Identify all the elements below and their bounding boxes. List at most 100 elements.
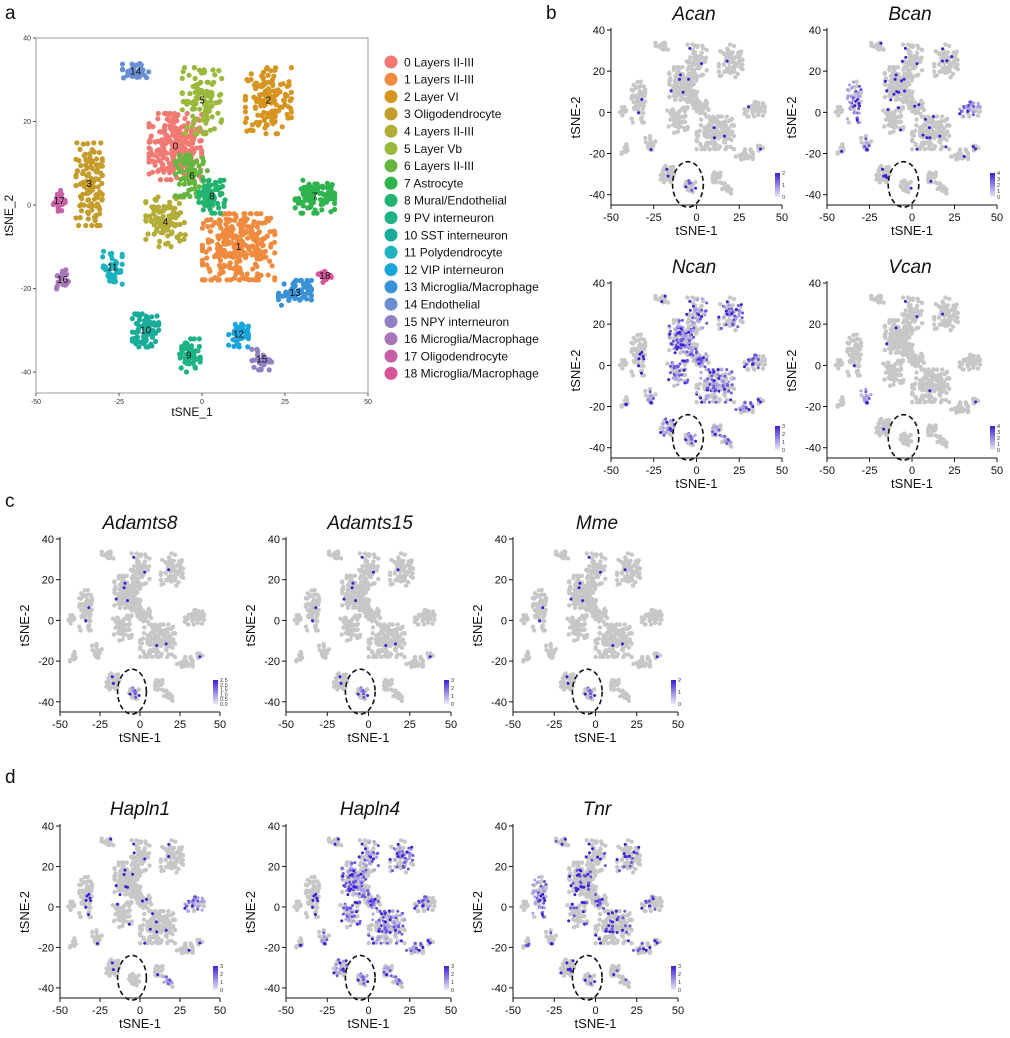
x-tick-label: -25 [114,399,124,406]
data-point [197,354,203,360]
expressed-cell-point [697,313,701,317]
expressed-cell-point [676,365,680,369]
cell-point [730,68,735,74]
data-point [305,280,311,286]
data-point [156,157,162,163]
expressed-cell-point [710,430,714,434]
data-point [197,106,203,112]
expressed-cell-point [695,391,699,394]
expressed-cell-point [710,374,714,378]
cell-point [931,386,936,391]
data-point [286,104,292,110]
legend-label: 7 Astrocyte [404,176,464,190]
data-point [192,186,198,192]
cell-point [940,367,945,372]
data-point [269,118,275,124]
data-point [118,269,124,275]
cell-point [892,318,898,324]
cell-point [641,84,646,89]
legend-label: 10 SST interneuron [404,228,508,242]
expressed-cell-point [688,46,692,50]
cell-point [900,358,906,363]
cell-point [640,106,645,111]
legend-label: 15 NPY interneuron [404,315,509,329]
data-point [153,197,159,203]
expressed-cell-point [723,374,727,378]
data-point [181,219,187,226]
cell-point [940,397,945,403]
expressed-cell-point [690,349,694,353]
data-point [186,187,192,193]
data-point [275,293,282,299]
expressed-cell-point [687,179,691,183]
expressed-cell-point [729,398,733,402]
cell-point [717,73,722,79]
legend-label: 3 Oligodendrocyte [404,107,502,121]
cell-point [932,73,938,79]
expressed-cell-point [689,437,693,441]
cell-point [919,321,925,326]
y-tick-label: -20 [805,149,821,161]
cell-point [914,117,919,122]
cell-point [896,342,901,347]
cell-point [698,117,704,122]
x-tick-label: 25 [733,212,745,224]
expressed-cell-point [859,88,863,91]
data-point [253,277,259,283]
cell-point [882,332,888,337]
expressed-cell-point [705,321,709,325]
expressed-cell-point [648,390,652,394]
cell-point [630,373,636,378]
expressed-cell-point [724,309,728,313]
data-point [198,70,205,76]
data-point [248,71,254,77]
cell-point [762,109,767,114]
data-point [272,275,278,281]
legend-item: 18 Microglia/Macrophage [384,367,539,381]
legend-label: 6 Layers II-III [404,159,474,173]
legend-label: 2 Layer VI [404,90,459,104]
x-tick-label: 50 [364,399,372,406]
cell-point [890,70,896,76]
expressed-cell-point [698,364,702,368]
cell-point [943,42,948,47]
data-point [227,211,233,217]
expressed-cell-point [713,432,717,436]
gene-title: Ncan [672,257,716,278]
expressed-cell-point [857,107,860,111]
y-tick-label: 20 [593,66,605,78]
cell-point [760,101,766,106]
data-point [212,210,218,216]
expressed-cell-point [893,77,897,81]
expressed-cell-point [714,425,718,428]
cluster-number-label: 3 [86,179,92,190]
data-point [240,232,246,238]
expressed-cell-point [691,304,695,308]
expressed-cell-point [669,89,673,93]
data-point [74,168,80,174]
data-point [163,177,170,183]
expressed-cell-point [725,59,729,63]
expressed-cell-point [729,441,733,445]
expressed-cell-point [682,368,686,372]
cell-point [903,308,908,313]
cell-point [910,137,915,142]
legend-label: 8 Mural/Endothelial [404,194,507,208]
expressed-cell-point [857,101,861,105]
data-point [179,349,185,355]
expressed-cell-point [690,441,694,445]
data-point [212,72,218,78]
data-point [83,222,89,229]
expressed-cell-point [712,379,716,383]
data-point [174,234,180,240]
data-point [218,232,225,239]
cell-point [746,154,752,159]
legend-item: 11 Polydendrocyte [384,246,503,260]
gene-panel-acan: Acan-50 -25 0 25 50-40-2002040tSNE-1tSNE-221… [568,4,788,238]
expressed-cell-point [678,373,681,377]
x-axis-label: tSNE-1 [891,223,933,238]
cell-point [717,144,722,149]
data-point [179,142,185,148]
legend-label: 0 Layers II-III [404,55,474,69]
data-point [202,277,208,283]
